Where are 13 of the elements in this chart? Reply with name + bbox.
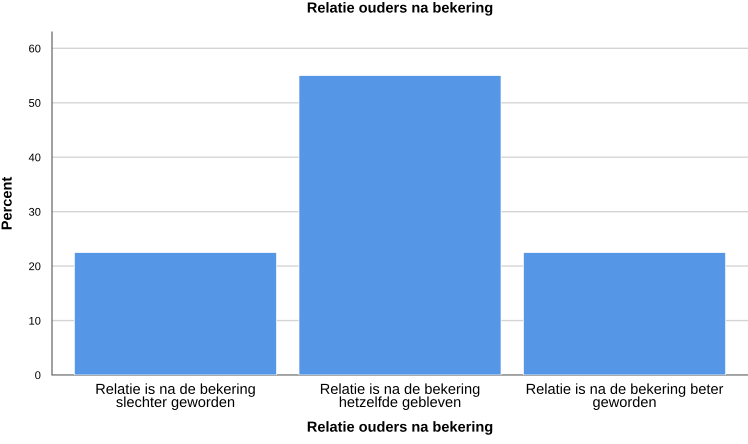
x-tick-label: Relatie is na de bekering slechter geworden [96, 383, 255, 410]
chart-title: Relatie ouders na bekering [308, 2, 492, 16]
y-tick-label: 20 [29, 262, 40, 270]
y-tick-label: 60 [29, 44, 40, 52]
y-tick-label: 50 [28, 99, 40, 107]
y-axis-title: Percent [2, 176, 12, 230]
x-tick-label: Relatie is na de bekering hetzelfde gebleven [320, 383, 480, 410]
y-tick-label: 10 [29, 316, 40, 325]
y-tick-label: 30 [28, 208, 40, 216]
x-axis-title: Relatie ouders na bekering [308, 421, 492, 435]
y-tick-label: 0 [35, 371, 40, 380]
x-tick-label: Relatie is na de bekering beter geworden [526, 383, 724, 410]
y-tick-label: 40 [28, 153, 40, 162]
